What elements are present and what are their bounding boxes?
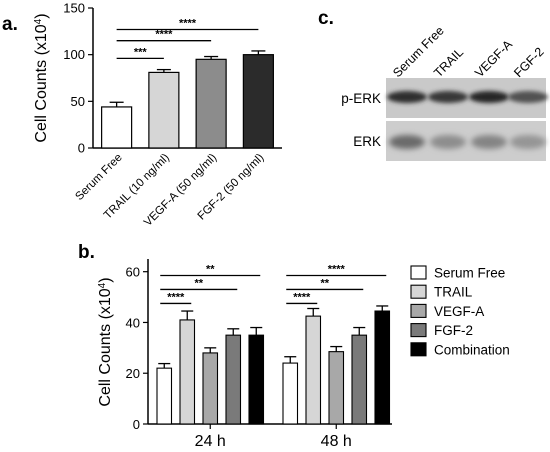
- chart-a-y-axis-label: Cell Counts (x104): [33, 13, 51, 142]
- chart-b-legend-swatch: [410, 323, 427, 338]
- blot-band: [471, 135, 507, 149]
- chart-a-category-label: Serum Free: [73, 152, 124, 203]
- panel-label-b: b.: [78, 242, 95, 263]
- chart-b-category-label: 48 h: [321, 433, 352, 450]
- blot-band: [389, 135, 425, 149]
- blot-lane-label: VEGF-A: [472, 37, 515, 80]
- chart-b-legend-label: FGF-2: [434, 323, 473, 338]
- chart-b-significance-label: ****: [167, 291, 185, 303]
- blot-row-label: p-ERK: [341, 91, 381, 106]
- chart-a-y-tick-label: 150: [63, 1, 85, 16]
- chart-b-bar: [328, 351, 345, 425]
- blot-band: [508, 91, 548, 103]
- chart-b-y-tick-label: 40: [126, 315, 140, 330]
- chart-b-legend-label: VEGF-A: [434, 304, 484, 319]
- chart-b-bar: [282, 362, 299, 425]
- chart-a-significance-label: ****: [155, 29, 173, 41]
- blot-band: [430, 135, 466, 149]
- chart-b-bar: [248, 334, 265, 425]
- chart-b-y-axis-label-sup: 4: [97, 282, 108, 288]
- chart-b-y-tick-label: 0: [133, 417, 140, 432]
- chart-b-bar: [225, 334, 242, 425]
- chart-b-significance-label: **: [206, 264, 215, 276]
- blot-band: [387, 91, 427, 103]
- chart-b-category-label: 24 h: [195, 433, 226, 450]
- chart-b-y-axis-label: Cell Counts (x104): [97, 277, 115, 406]
- chart-a-y-axis-label-text: Cell Counts (x10: [33, 24, 50, 142]
- chart-b-bar: [374, 310, 391, 425]
- chart-b-legend-swatch: [410, 265, 427, 280]
- chart-b-legend-swatch: [410, 284, 427, 299]
- panel-label-a: a.: [2, 14, 18, 35]
- blot-lane-label: FGF-2: [511, 45, 546, 80]
- chart-a-y-axis-label-sup: 4: [33, 18, 44, 24]
- chart-a-y-axis-label-close: ): [33, 13, 50, 18]
- chart-a-bar: [242, 54, 274, 149]
- chart-a-significance-label: ****: [179, 17, 197, 29]
- chart-b-significance-label: ****: [328, 264, 346, 276]
- chart-a-significance-label: ***: [134, 46, 148, 58]
- chart-a-bar: [101, 106, 133, 149]
- blot-band: [510, 135, 546, 149]
- chart-b-y-tick-label: 60: [126, 265, 140, 280]
- chart-b-bar: [156, 367, 173, 425]
- chart-b-bar: [351, 334, 368, 425]
- chart-b-y-axis-label-close: ): [97, 277, 114, 282]
- chart-b-significance-label: **: [320, 277, 329, 289]
- chart-b-legend-label: TRAIL: [434, 285, 473, 300]
- chart-a-y-tick-label: 0: [78, 141, 85, 156]
- chart-b-legend: Serum Free TRAIL VEGF-A FGF-2 Combination: [410, 265, 510, 357]
- blot-lane-label: TRAIL: [431, 45, 466, 80]
- chart-b-legend-swatch: [410, 342, 427, 357]
- chart-b-significance-label: ****: [293, 291, 311, 303]
- chart-b-legend-swatch: [410, 303, 427, 318]
- chart-a-bar: [148, 71, 180, 149]
- chart-b-y-tick-label: 20: [126, 366, 140, 381]
- chart-b-y-axis-label-text: Cell Counts (x10: [97, 288, 114, 406]
- chart-b-bar: [179, 319, 196, 425]
- chart-b-bar: [202, 352, 219, 425]
- chart-b-significance-label: **: [194, 277, 203, 289]
- chart-a-y-tick-label: 50: [71, 94, 85, 109]
- chart-b-legend-label: Serum Free: [434, 266, 505, 281]
- blot-band: [469, 91, 509, 103]
- blot-band: [428, 91, 468, 103]
- chart-b-legend-label: Combination: [434, 342, 510, 357]
- panel-label-c: c.: [318, 8, 334, 29]
- chart-b-bar: [305, 315, 322, 425]
- blot-row-label: ERK: [353, 134, 381, 149]
- chart-a-y-tick-label: 100: [63, 47, 85, 62]
- chart-a-bar: [195, 58, 227, 149]
